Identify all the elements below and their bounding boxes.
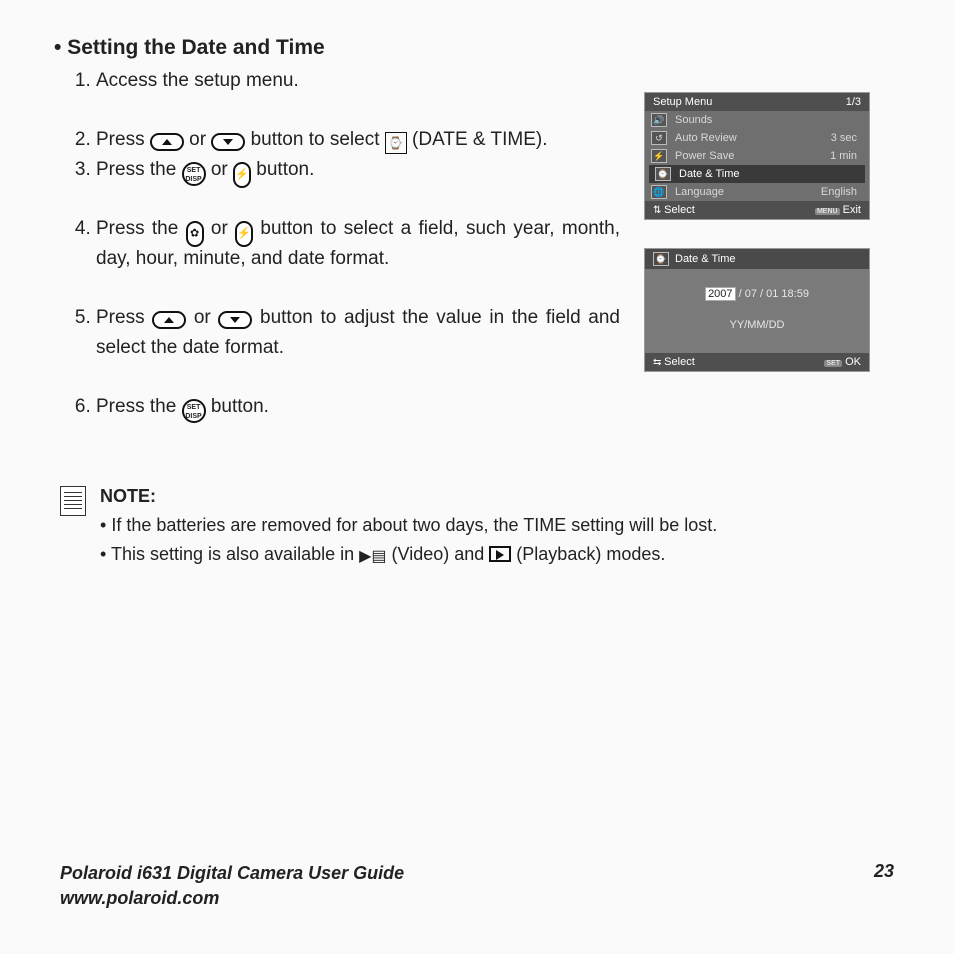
row-label: Auto Review (675, 132, 737, 144)
set-disp-button-icon: SETDISP (182, 399, 206, 423)
row-icon: 🌐 (651, 185, 667, 199)
row-value: 3 sec (831, 132, 863, 144)
right-button-icon (233, 162, 251, 188)
text: button. (256, 159, 314, 180)
footer-select: ⇆ Select (653, 356, 695, 368)
down-button-icon (218, 311, 252, 329)
text: Press the (96, 159, 182, 180)
lcd-mockups-column: Setup Menu 1/3 🔊 Sounds ↺ Auto Review 3 sec ⚡… (644, 36, 884, 452)
page-footer: Polaroid i631 Digital Camera User Guide … (60, 861, 894, 910)
up-button-icon (152, 311, 186, 329)
note-block: NOTE: If the batteries are removed for a… (60, 486, 894, 573)
lcd-setup-menu: Setup Menu 1/3 🔊 Sounds ↺ Auto Review 3 sec ⚡… (644, 92, 870, 220)
year-field-selected: 2007 (705, 287, 735, 301)
footer-ok: SET OK (824, 356, 861, 368)
up-button-icon (150, 133, 184, 151)
text: Press (96, 129, 150, 150)
row-icon: ⌚ (655, 167, 671, 181)
lcd-footer: ⇅ Select MENU Exit (645, 201, 869, 219)
text: button. (211, 396, 269, 417)
footer-guide-title: Polaroid i631 Digital Camera User Guide (60, 861, 404, 885)
footer-exit: MENU Exit (815, 204, 861, 216)
text: Press the (96, 218, 186, 239)
step-5: Press or button to adjust the value in t… (96, 303, 620, 362)
row-icon: ↺ (651, 131, 667, 145)
lcd-title: Setup Menu (653, 96, 712, 108)
note-icon (60, 486, 86, 516)
lcd-body: 2007 / 07 / 01 18:59 YY/MM/DD (645, 269, 869, 353)
text: button to select (251, 129, 385, 150)
text: or (211, 218, 235, 239)
row-label: Language (675, 186, 724, 198)
text: or (194, 307, 219, 328)
section-heading: Setting the Date and Time (54, 36, 620, 60)
text: Press the (96, 396, 182, 417)
step-1: Access the setup menu. (96, 66, 620, 95)
date-time-value: 2007 / 07 / 01 18:59 (655, 287, 859, 301)
text: Press (96, 307, 152, 328)
left-button-icon (186, 221, 204, 247)
lcd-footer: ⇆ Select SET OK (645, 353, 869, 371)
lcd-menu-row: ⌚ Date & Time (649, 165, 865, 183)
row-label: Date & Time (679, 168, 740, 180)
footer-url: www.polaroid.com (60, 886, 404, 910)
row-icon: ⚡ (651, 149, 667, 163)
note-bullet-1: If the batteries are removed for about t… (100, 515, 717, 536)
video-mode-icon: ▶▤ (359, 546, 386, 566)
lcd-date-time: ⌚ Date & Time 2007 / 07 / 01 18:59 YY/MM… (644, 248, 870, 372)
page-number: 23 (874, 861, 894, 910)
lcd-menu-row: 🌐 Language English (645, 183, 869, 201)
step-3: Press the SETDISP or button. (96, 155, 620, 184)
right-button-icon (235, 221, 253, 247)
date-rest: / 07 / 01 18:59 (736, 288, 809, 300)
row-label: Sounds (675, 114, 712, 126)
text: (Video) and (392, 544, 490, 564)
set-disp-button-icon: SETDISP (182, 162, 206, 186)
step-2: Press or button to select ⌚ (DATE & TIME… (96, 125, 620, 154)
date-time-menu-icon: ⌚ (385, 132, 407, 154)
lcd-title: Date & Time (675, 253, 736, 265)
down-button-icon (211, 133, 245, 151)
footer-select: ⇅ Select (653, 204, 695, 216)
clock-icon: ⌚ (653, 252, 669, 266)
lcd-menu-row: 🔊 Sounds (645, 111, 869, 129)
steps-list: Access the setup menu. Press or button t… (60, 66, 620, 422)
step-4: Press the or button to select a field, s… (96, 214, 620, 273)
note-label: NOTE: (100, 486, 156, 506)
text: or (211, 159, 233, 180)
date-format: YY/MM/DD (655, 319, 859, 331)
note-bullet-2: This setting is also available in ▶▤ (Vi… (100, 544, 717, 565)
lcd-page-indicator: 1/3 (846, 96, 861, 108)
row-value: English (821, 186, 863, 198)
step-6: Press the SETDISP button. (96, 392, 620, 421)
text: (DATE & TIME). (412, 129, 547, 150)
lcd-header: ⌚ Date & Time (645, 249, 869, 269)
row-label: Power Save (675, 150, 734, 162)
lcd-menu-row: ↺ Auto Review 3 sec (645, 129, 869, 147)
row-icon: 🔊 (651, 113, 667, 127)
text: This setting is also available in (111, 544, 359, 564)
instruction-column: Setting the Date and Time Access the set… (60, 36, 620, 452)
playback-mode-icon (489, 546, 511, 562)
lcd-menu-row: ⚡ Power Save 1 min (645, 147, 869, 165)
text: (Playback) modes. (516, 544, 665, 564)
text: or (189, 129, 211, 150)
lcd-header: Setup Menu 1/3 (645, 93, 869, 111)
row-value: 1 min (830, 150, 863, 162)
